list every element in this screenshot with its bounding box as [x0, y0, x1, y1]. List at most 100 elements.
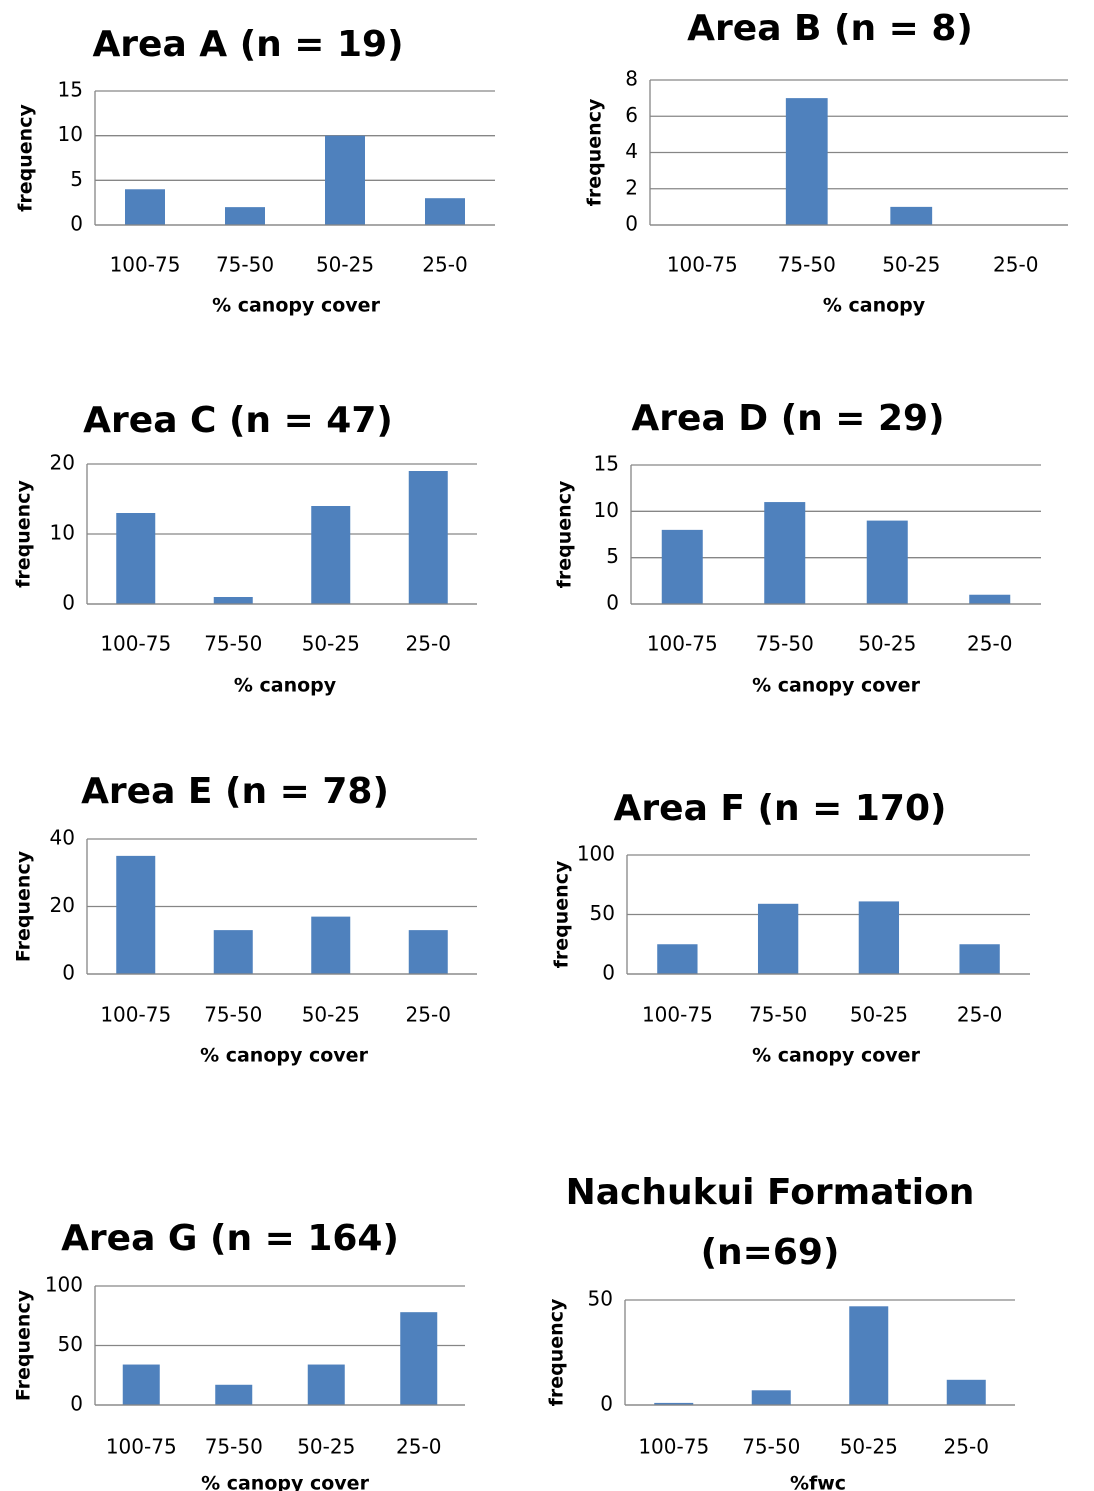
bar [213, 597, 253, 604]
bar [657, 944, 698, 974]
x-tick-label: 25-0 [967, 632, 1012, 656]
y-tick-label: 15 [594, 452, 619, 476]
y-tick-label: 4 [625, 139, 638, 163]
x-axis-label: % canopy cover [201, 1473, 370, 1491]
bar [969, 594, 1011, 604]
chart-title: Area E (n = 78) [81, 771, 389, 812]
x-tick-label: 25-0 [406, 1003, 451, 1027]
chart-title: Area C (n = 47) [83, 400, 393, 441]
bar [785, 98, 828, 225]
y-tick-label: 0 [606, 591, 619, 615]
y-tick-label: 40 [50, 826, 75, 850]
y-tick-label: 8 [625, 67, 638, 91]
bar [408, 930, 448, 974]
y-tick-label: 6 [625, 103, 638, 127]
x-tick-label: 25-0 [993, 253, 1038, 277]
x-tick-label: 100-75 [647, 632, 718, 656]
x-tick-label: 25-0 [944, 1435, 989, 1459]
y-tick-label: 10 [58, 122, 83, 146]
x-tick-label: 100-75 [638, 1435, 709, 1459]
bar [890, 206, 933, 225]
bar [866, 520, 908, 604]
x-tick-label: 50-25 [840, 1435, 898, 1459]
y-axis-label: Frequency [13, 850, 35, 962]
y-tick-label: 15 [58, 78, 83, 102]
y-tick-label: 20 [50, 451, 75, 475]
bar [751, 1390, 791, 1405]
x-axis-label: % canopy cover [212, 295, 381, 317]
y-tick-label: 0 [70, 212, 83, 236]
x-axis-label: % canopy [234, 675, 337, 697]
x-tick-label: 50-25 [882, 253, 940, 277]
chart-title: Area B (n = 8) [687, 8, 973, 49]
bar [225, 207, 265, 225]
x-tick-label: 50-25 [316, 253, 374, 277]
y-axis-label: frequency [584, 98, 606, 206]
y-axis-label: frequency [13, 480, 35, 588]
y-tick-label: 100 [577, 842, 615, 866]
x-tick-label: 100-75 [667, 253, 738, 277]
x-axis-label: % canopy cover [752, 675, 921, 697]
x-tick-label: 50-25 [297, 1435, 355, 1459]
y-tick-label: 0 [70, 1392, 83, 1416]
y-tick-label: 0 [625, 212, 638, 236]
chart-title: Area F (n = 170) [614, 788, 947, 829]
x-axis-label: % canopy cover [200, 1045, 369, 1067]
bar [959, 944, 1000, 974]
x-tick-label: 75-50 [205, 1435, 263, 1459]
bar [311, 916, 351, 974]
y-tick-label: 10 [50, 521, 75, 545]
x-tick-label: 75-50 [204, 1003, 262, 1027]
bar [946, 1379, 986, 1405]
y-tick-label: 5 [606, 544, 619, 568]
x-tick-label: 25-0 [406, 632, 451, 656]
x-tick-label: 100-75 [110, 253, 181, 277]
bar [654, 1402, 694, 1405]
x-tick-label: 100-75 [642, 1003, 713, 1027]
bar [425, 198, 465, 225]
x-tick-label: 50-25 [858, 632, 916, 656]
y-tick-label: 50 [588, 1287, 613, 1311]
y-tick-label: 2 [625, 175, 638, 199]
y-tick-label: 5 [70, 167, 83, 191]
bar [408, 471, 448, 604]
x-tick-label: 75-50 [742, 1435, 800, 1459]
y-axis-label: frequency [551, 860, 573, 968]
chart-title: Nachukui Formation [566, 1172, 975, 1213]
chart-title: (n=69) [701, 1232, 840, 1273]
x-tick-label: 75-50 [756, 632, 814, 656]
y-axis-label: Frequency [13, 1289, 35, 1401]
y-tick-label: 100 [45, 1273, 83, 1297]
bar [400, 1312, 438, 1405]
x-axis-label: % canopy [823, 295, 926, 317]
y-tick-label: 20 [50, 893, 75, 917]
bar [116, 855, 156, 974]
y-axis-label: frequency [15, 104, 37, 212]
x-tick-label: 100-75 [100, 1003, 171, 1027]
bar [764, 502, 806, 604]
x-tick-label: 100-75 [106, 1435, 177, 1459]
y-tick-label: 0 [62, 591, 75, 615]
bar [311, 506, 351, 604]
x-tick-label: 75-50 [216, 253, 274, 277]
y-tick-label: 0 [62, 961, 75, 985]
x-tick-label: 25-0 [957, 1003, 1002, 1027]
bar [661, 529, 703, 604]
chart-title: Area G (n = 164) [61, 1218, 399, 1259]
x-tick-label: 100-75 [100, 632, 171, 656]
bar [325, 135, 365, 225]
y-tick-label: 50 [58, 1332, 83, 1356]
bar [858, 901, 900, 974]
x-tick-label: 75-50 [204, 632, 262, 656]
y-tick-label: 0 [602, 961, 615, 985]
bar [122, 1364, 160, 1405]
bar [307, 1364, 345, 1405]
bar [125, 189, 165, 225]
x-axis-label: % canopy cover [752, 1045, 921, 1067]
